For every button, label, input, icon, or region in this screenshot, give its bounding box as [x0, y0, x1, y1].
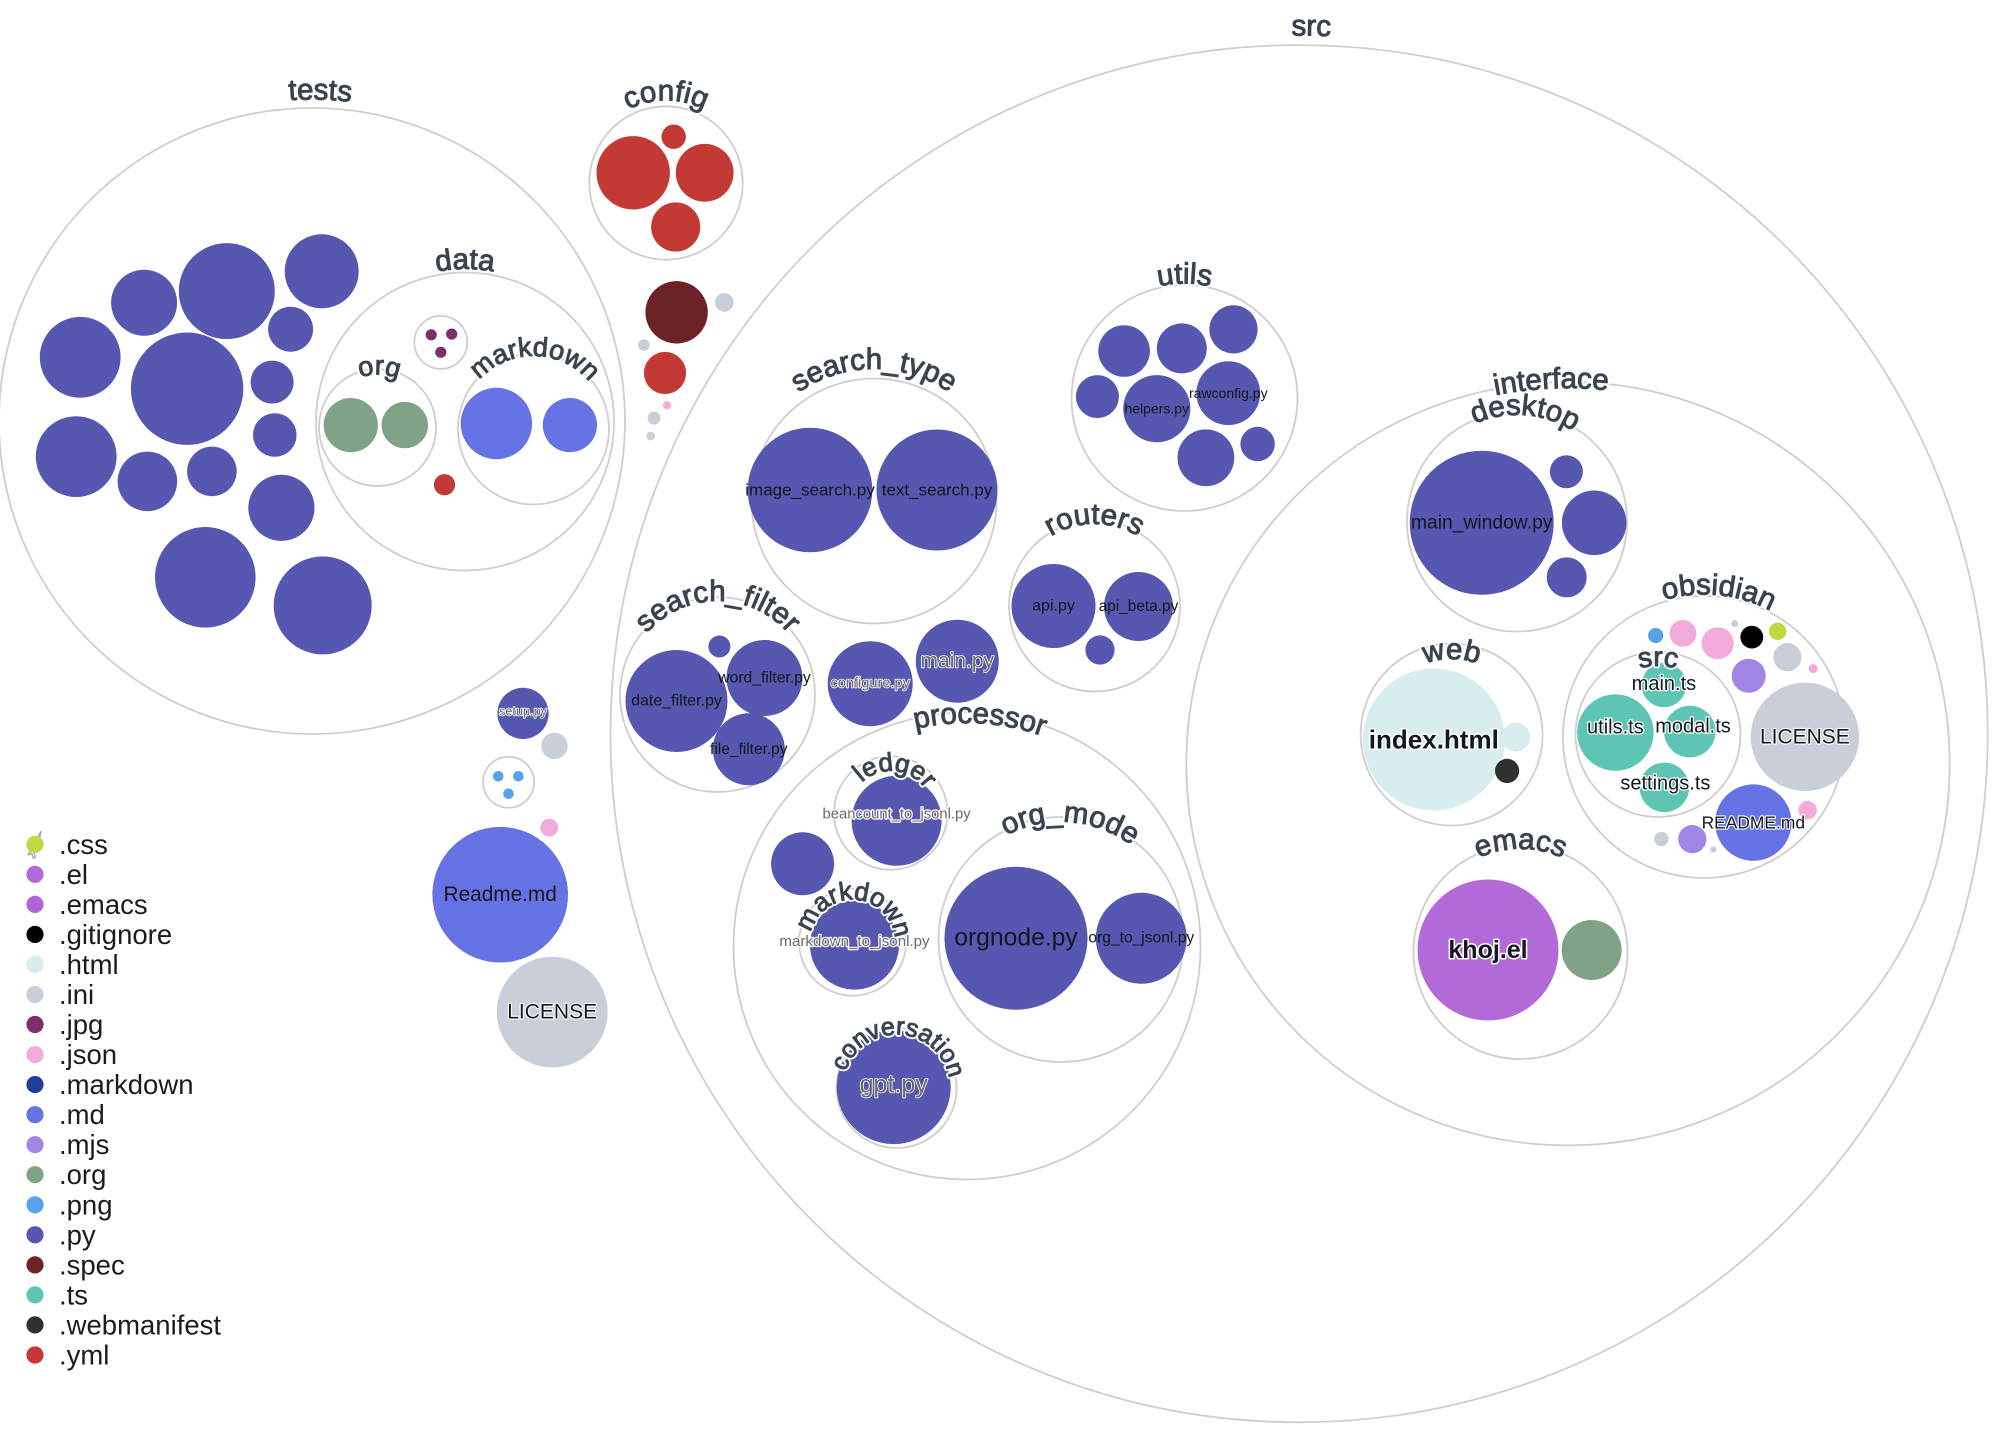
svg-text:search_filter: search_filter [628, 575, 807, 638]
svg-text:modal.ts: modal.ts [1655, 716, 1731, 738]
svg-text:src: src [1635, 641, 1680, 674]
svg-text:org_to_jsonl.py: org_to_jsonl.py [1088, 930, 1194, 947]
svg-text:.spec: .spec [59, 1249, 125, 1280]
svg-text:.json: .json [59, 1039, 117, 1070]
svg-text:file_filter.py: file_filter.py [710, 741, 788, 758]
svg-text:config: config [618, 74, 714, 115]
svg-text:desktop: desktop [1466, 389, 1586, 437]
svg-text:org: org [355, 350, 404, 384]
svg-text:web: web [1418, 633, 1484, 670]
svg-text:markdown: markdown [463, 332, 606, 386]
svg-text:utils: utils [1154, 257, 1214, 293]
svg-text:tests: tests [288, 73, 354, 108]
svg-text:obsidian: obsidian [1658, 568, 1782, 617]
svg-text:.png: .png [59, 1189, 113, 1220]
svg-text:.py: .py [59, 1219, 96, 1250]
svg-text:word_filter.py: word_filter.py [717, 670, 811, 687]
svg-text:utils: utils [1154, 257, 1214, 293]
svg-text:LICENSE: LICENSE [507, 1001, 597, 1024]
svg-text:search_type: search_type [785, 343, 964, 399]
svg-text:processor: processor [910, 697, 1051, 743]
svg-text:src: src [1291, 10, 1331, 44]
svg-text:README.md: README.md [1702, 813, 1805, 833]
svg-text:text_search.py: text_search.py [882, 481, 993, 500]
svg-text:rawconfig.py: rawconfig.py [1189, 385, 1268, 401]
svg-text:LICENSE: LICENSE [1760, 725, 1850, 748]
svg-text:.org: .org [59, 1159, 106, 1190]
svg-text:beancount_to_jsonl.py: beancount_to_jsonl.py [823, 807, 972, 823]
svg-text:image_search.py: image_search.py [745, 481, 875, 500]
svg-text:api.py: api.py [1032, 598, 1075, 615]
svg-text:.css: .css [59, 829, 108, 860]
svg-text:org: org [355, 350, 404, 384]
svg-text:routers: routers [1038, 498, 1150, 543]
svg-text:.html: .html [59, 949, 119, 980]
svg-text:.emacs: .emacs [59, 889, 148, 920]
svg-text:src: src [1291, 10, 1331, 44]
svg-text:markdown_to_jsonl.py: markdown_to_jsonl.py [779, 933, 930, 950]
svg-text:.yml: .yml [59, 1340, 109, 1371]
svg-text:main.ts: main.ts [1632, 673, 1696, 695]
svg-text:gpt.py: gpt.py [860, 1071, 929, 1099]
svg-text:.gitignore: .gitignore [59, 919, 172, 950]
svg-text:data: data [433, 243, 498, 279]
svg-text:setup.py: setup.py [499, 705, 548, 719]
svg-text:utils.ts: utils.ts [1587, 717, 1644, 739]
svg-text:date_filter.py: date_filter.py [631, 693, 722, 710]
svg-text:web: web [1418, 633, 1484, 670]
svg-text:.el: .el [59, 859, 88, 890]
svg-text:index.html: index.html [1369, 725, 1499, 755]
svg-text:interface: interface [1491, 362, 1611, 402]
svg-text:helpers.py: helpers.py [1125, 401, 1190, 417]
svg-text:.mjs: .mjs [59, 1129, 109, 1160]
svg-text:orgnode.py: orgnode.py [954, 925, 1078, 952]
svg-text:Readme.md: Readme.md [444, 883, 557, 906]
svg-text:api_beta.py: api_beta.py [1099, 598, 1179, 615]
svg-text:.jpg: .jpg [59, 1009, 103, 1040]
svg-text:khoj.el: khoj.el [1448, 936, 1527, 964]
svg-text:.ts: .ts [59, 1279, 88, 1310]
svg-text:org_mode: org_mode [995, 796, 1146, 852]
svg-text:.webmanifest: .webmanifest [59, 1309, 221, 1340]
svg-text:tests: tests [288, 73, 354, 108]
svg-text:main.py: main.py [921, 650, 995, 673]
svg-text:.markdown: .markdown [59, 1069, 194, 1100]
svg-text:emacs: emacs [1469, 823, 1571, 865]
svg-text:.md: .md [59, 1099, 105, 1130]
svg-text:.ini: .ini [59, 979, 94, 1010]
svg-text:src: src [1635, 641, 1680, 674]
svg-text:data: data [433, 243, 498, 279]
svg-text:main_window.py: main_window.py [1411, 512, 1553, 533]
svg-text:configure.py: configure.py [830, 676, 910, 692]
svg-text:settings.ts: settings.ts [1620, 773, 1710, 795]
